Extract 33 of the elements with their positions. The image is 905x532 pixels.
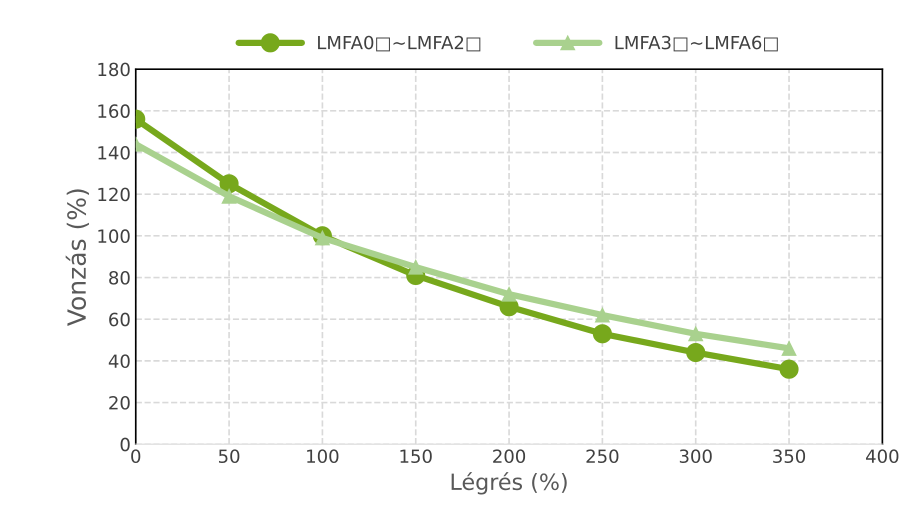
x-tick-label: 350 — [773, 449, 806, 464]
y-axis-title: Vonzás (%) — [66, 189, 89, 326]
x-tick-label: 400 — [866, 449, 898, 464]
y-tick-label: 40 — [108, 354, 130, 368]
y-tick-label: 20 — [109, 396, 130, 410]
point — [592, 324, 612, 344]
y-tick-label: 100 — [98, 229, 130, 243]
y-tick-label: 80 — [109, 270, 130, 285]
point — [220, 174, 239, 194]
x-tick-label: 300 — [680, 449, 712, 464]
y-tick-label: 160 — [98, 104, 130, 118]
point — [594, 308, 610, 322]
x-tick-label: 50 — [218, 449, 240, 464]
x-axis-title: Légrés (%) — [452, 472, 567, 495]
x-tick-label: 200 — [493, 449, 526, 464]
x-tick-label: 250 — [586, 449, 618, 464]
point — [408, 260, 424, 275]
y-tick-label: 120 — [98, 188, 130, 202]
x-tick-label: 150 — [400, 449, 432, 464]
legend-label: LMFA3□~LMFA6□ — [616, 36, 778, 52]
point — [688, 326, 704, 342]
x-tick-label: 100 — [307, 449, 338, 464]
legend-label: LMFA0□~LMFA2□ — [318, 36, 480, 52]
point — [222, 188, 237, 204]
y-tick-label: 140 — [98, 146, 130, 160]
point — [502, 286, 517, 302]
x-tick-label: 0 — [131, 449, 140, 464]
point — [782, 340, 797, 356]
y-tick-label: 60 — [109, 312, 130, 326]
y-tick-label: 180 — [98, 62, 130, 76]
point — [686, 342, 706, 362]
y-tick-label: 0 — [120, 438, 130, 452]
point — [780, 360, 799, 379]
